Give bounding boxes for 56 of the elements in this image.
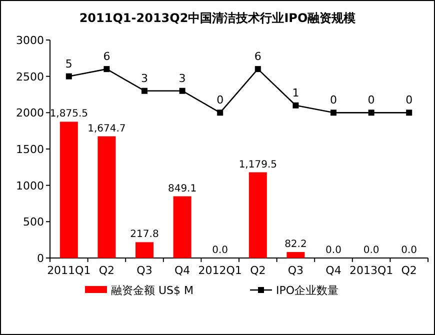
data-label: 0.0 xyxy=(212,245,228,256)
bar xyxy=(286,252,305,258)
data-label: 0.0 xyxy=(363,245,380,256)
data-label: 0 xyxy=(368,94,375,107)
point xyxy=(179,88,186,94)
legend-label: 融资金额 US$ M xyxy=(111,284,194,297)
point xyxy=(142,88,148,94)
chart-title: 2011Q1-2013Q2中国清洁技术行业IPO融资规模 xyxy=(79,11,356,25)
data-label: 6 xyxy=(254,50,262,64)
y-tick-label: 0 xyxy=(37,252,44,265)
data-label: 1,674.7 xyxy=(88,123,126,134)
y-tick-label: 2500 xyxy=(16,70,44,84)
data-label: 217.8 xyxy=(130,229,159,240)
y-tick-label: 1000 xyxy=(16,179,44,192)
point xyxy=(406,110,412,116)
bar xyxy=(60,122,78,258)
x-tick-label: 2013Q1 xyxy=(349,264,394,277)
point xyxy=(292,102,299,108)
point xyxy=(368,110,374,116)
data-label: 1,875.5 xyxy=(50,108,88,120)
x-tick-label: 2011Q1 xyxy=(47,264,91,277)
data-label: 1,179.5 xyxy=(238,159,277,170)
x-tick-label: Q3 xyxy=(288,264,304,277)
data-label: 82.2 xyxy=(284,239,307,250)
x-tick-label: Q2 xyxy=(401,264,417,277)
data-label: 1 xyxy=(292,86,300,100)
legend-label: IPO企业数量 xyxy=(276,284,339,297)
x-tick-label: Q4 xyxy=(174,264,190,277)
data-label: 0.0 xyxy=(401,245,418,256)
data-label: 6 xyxy=(103,50,110,64)
x-tick-label: Q4 xyxy=(326,264,342,277)
bar xyxy=(248,172,267,258)
bar xyxy=(98,136,116,258)
point xyxy=(254,66,261,72)
x-tick-label: Q3 xyxy=(136,264,152,277)
data-label: 5 xyxy=(65,57,72,70)
data-label: 0.0 xyxy=(326,245,342,256)
data-label: 0 xyxy=(406,94,413,107)
data-label: 0 xyxy=(216,94,224,107)
y-tick-label: 1500 xyxy=(16,143,44,156)
data-label: 0 xyxy=(330,94,337,107)
bar xyxy=(136,242,154,258)
x-tick-label: Q2 xyxy=(98,264,115,277)
y-tick-label: 500 xyxy=(23,216,44,229)
point xyxy=(217,110,224,116)
y-tick-label: 3000 xyxy=(16,34,44,47)
data-label: 3 xyxy=(141,72,148,85)
x-tick-label: Q2 xyxy=(250,264,266,277)
y-tick-label: 2000 xyxy=(16,106,44,120)
point xyxy=(330,110,336,116)
bar xyxy=(173,196,192,258)
data-label: 3 xyxy=(178,72,186,85)
point xyxy=(66,73,72,80)
point xyxy=(104,66,110,72)
data-label: 849.1 xyxy=(168,183,197,194)
x-tick-label: 2012Q1 xyxy=(198,264,242,277)
